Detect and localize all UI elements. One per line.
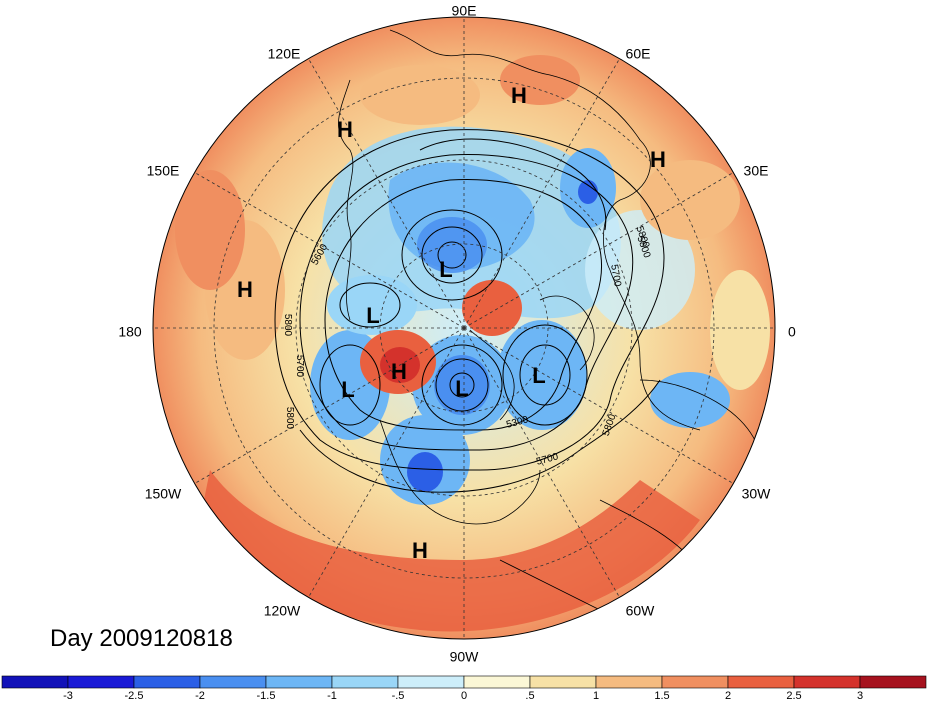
colorbar-tick-label: 1.5 <box>654 690 669 702</box>
longitude-label: 180 <box>118 324 142 340</box>
meridian-line <box>308 327 465 598</box>
colorbar-tick-label: -2 <box>195 690 205 702</box>
colorbar-segment <box>727 675 795 689</box>
pressure-center-l-bering: L <box>341 377 354 402</box>
colorbar-segment <box>529 675 597 689</box>
map-border <box>152 16 776 640</box>
height-contours <box>274 129 665 493</box>
longitude-label: 120E <box>268 46 301 62</box>
meridian-line <box>463 327 620 598</box>
colorbar-tick-label: -1.5 <box>257 690 276 702</box>
pressure-center-h-urals: H <box>650 147 666 172</box>
pressure-center-l-greenland: L <box>532 363 545 388</box>
colorbar-tick-label: -2.5 <box>125 690 144 702</box>
colorbar-tick-label: -.5 <box>392 690 405 702</box>
pressure-center-l-arctic: L <box>439 257 452 282</box>
colorbar-tick-label: 2.5 <box>786 690 801 702</box>
meridian-line <box>194 172 465 329</box>
colorbar-tick-label: -1 <box>327 690 337 702</box>
contour-label: 5800 <box>284 407 295 430</box>
meridians <box>153 17 775 639</box>
longitude-label: 150E <box>147 163 180 179</box>
colorbar-segment <box>67 675 135 689</box>
longitude-label: 90W <box>450 649 480 665</box>
longitude-label: 30W <box>742 486 772 502</box>
colorbar-tick-label: -3 <box>63 690 73 702</box>
colorbar-segment <box>661 675 729 689</box>
colorbar-tick-label: 3 <box>857 690 863 702</box>
colorbar-segment <box>265 675 333 689</box>
longitude-label: 60W <box>626 603 656 619</box>
pressure-center-h-east-asia: H <box>337 117 353 142</box>
longitude-label: 150W <box>145 486 182 502</box>
colorbar: -3 -2.5 -2 -1.5 -1 -.5 0 .5 1 1.5 2 2.5 3 <box>1 675 927 702</box>
meridian-line <box>308 58 465 329</box>
pressure-center-h-mexico: H <box>412 538 428 563</box>
colorbar-tick-label: 1 <box>593 690 599 702</box>
colorbar-tick-label: 2 <box>725 690 731 702</box>
colorbar-segment <box>199 675 267 689</box>
longitude-label: 0 <box>788 324 796 340</box>
colorbar-segment <box>331 675 399 689</box>
pressure-center-h-siberia: H <box>511 83 527 108</box>
colorbar-tick-label: .5 <box>525 690 534 702</box>
pressure-center-l-beaufort: L <box>366 303 379 328</box>
meridian-line <box>463 327 734 484</box>
longitude-labels: 90E 60E 30E 0 30W 60W 90W 120W 150W 180 150E 120E <box>118 3 796 665</box>
pressure-center-l-hudson: L <box>455 376 468 401</box>
day-title: Day 2009120818 <box>50 625 233 652</box>
contour-label: 5700 <box>608 264 623 288</box>
colorbar-segment <box>793 675 861 689</box>
meridian-line <box>463 172 734 329</box>
meridian-line <box>463 58 620 329</box>
longitude-label: 60E <box>626 46 651 62</box>
contour-label: 5800 <box>282 314 293 337</box>
colorbar-segment <box>595 675 663 689</box>
longitude-label: 120W <box>264 603 301 619</box>
colorbar-segment <box>133 675 201 689</box>
meridian-line <box>194 327 465 484</box>
colorbar-segment <box>397 675 465 689</box>
colorbar-segment <box>1 675 69 689</box>
pressure-center-h-pacific: H <box>237 277 253 302</box>
longitude-label: 30E <box>744 163 769 179</box>
pressure-centers: H H H H L L H L L L H <box>237 83 666 563</box>
pressure-center-h-alaska: H <box>391 359 407 384</box>
longitude-label: 90E <box>452 3 477 19</box>
colorbar-tick-label: 0 <box>461 690 467 702</box>
contour-label: 5700 <box>294 355 305 378</box>
colorbar-segment <box>859 675 927 689</box>
colorbar-segment <box>463 675 531 689</box>
